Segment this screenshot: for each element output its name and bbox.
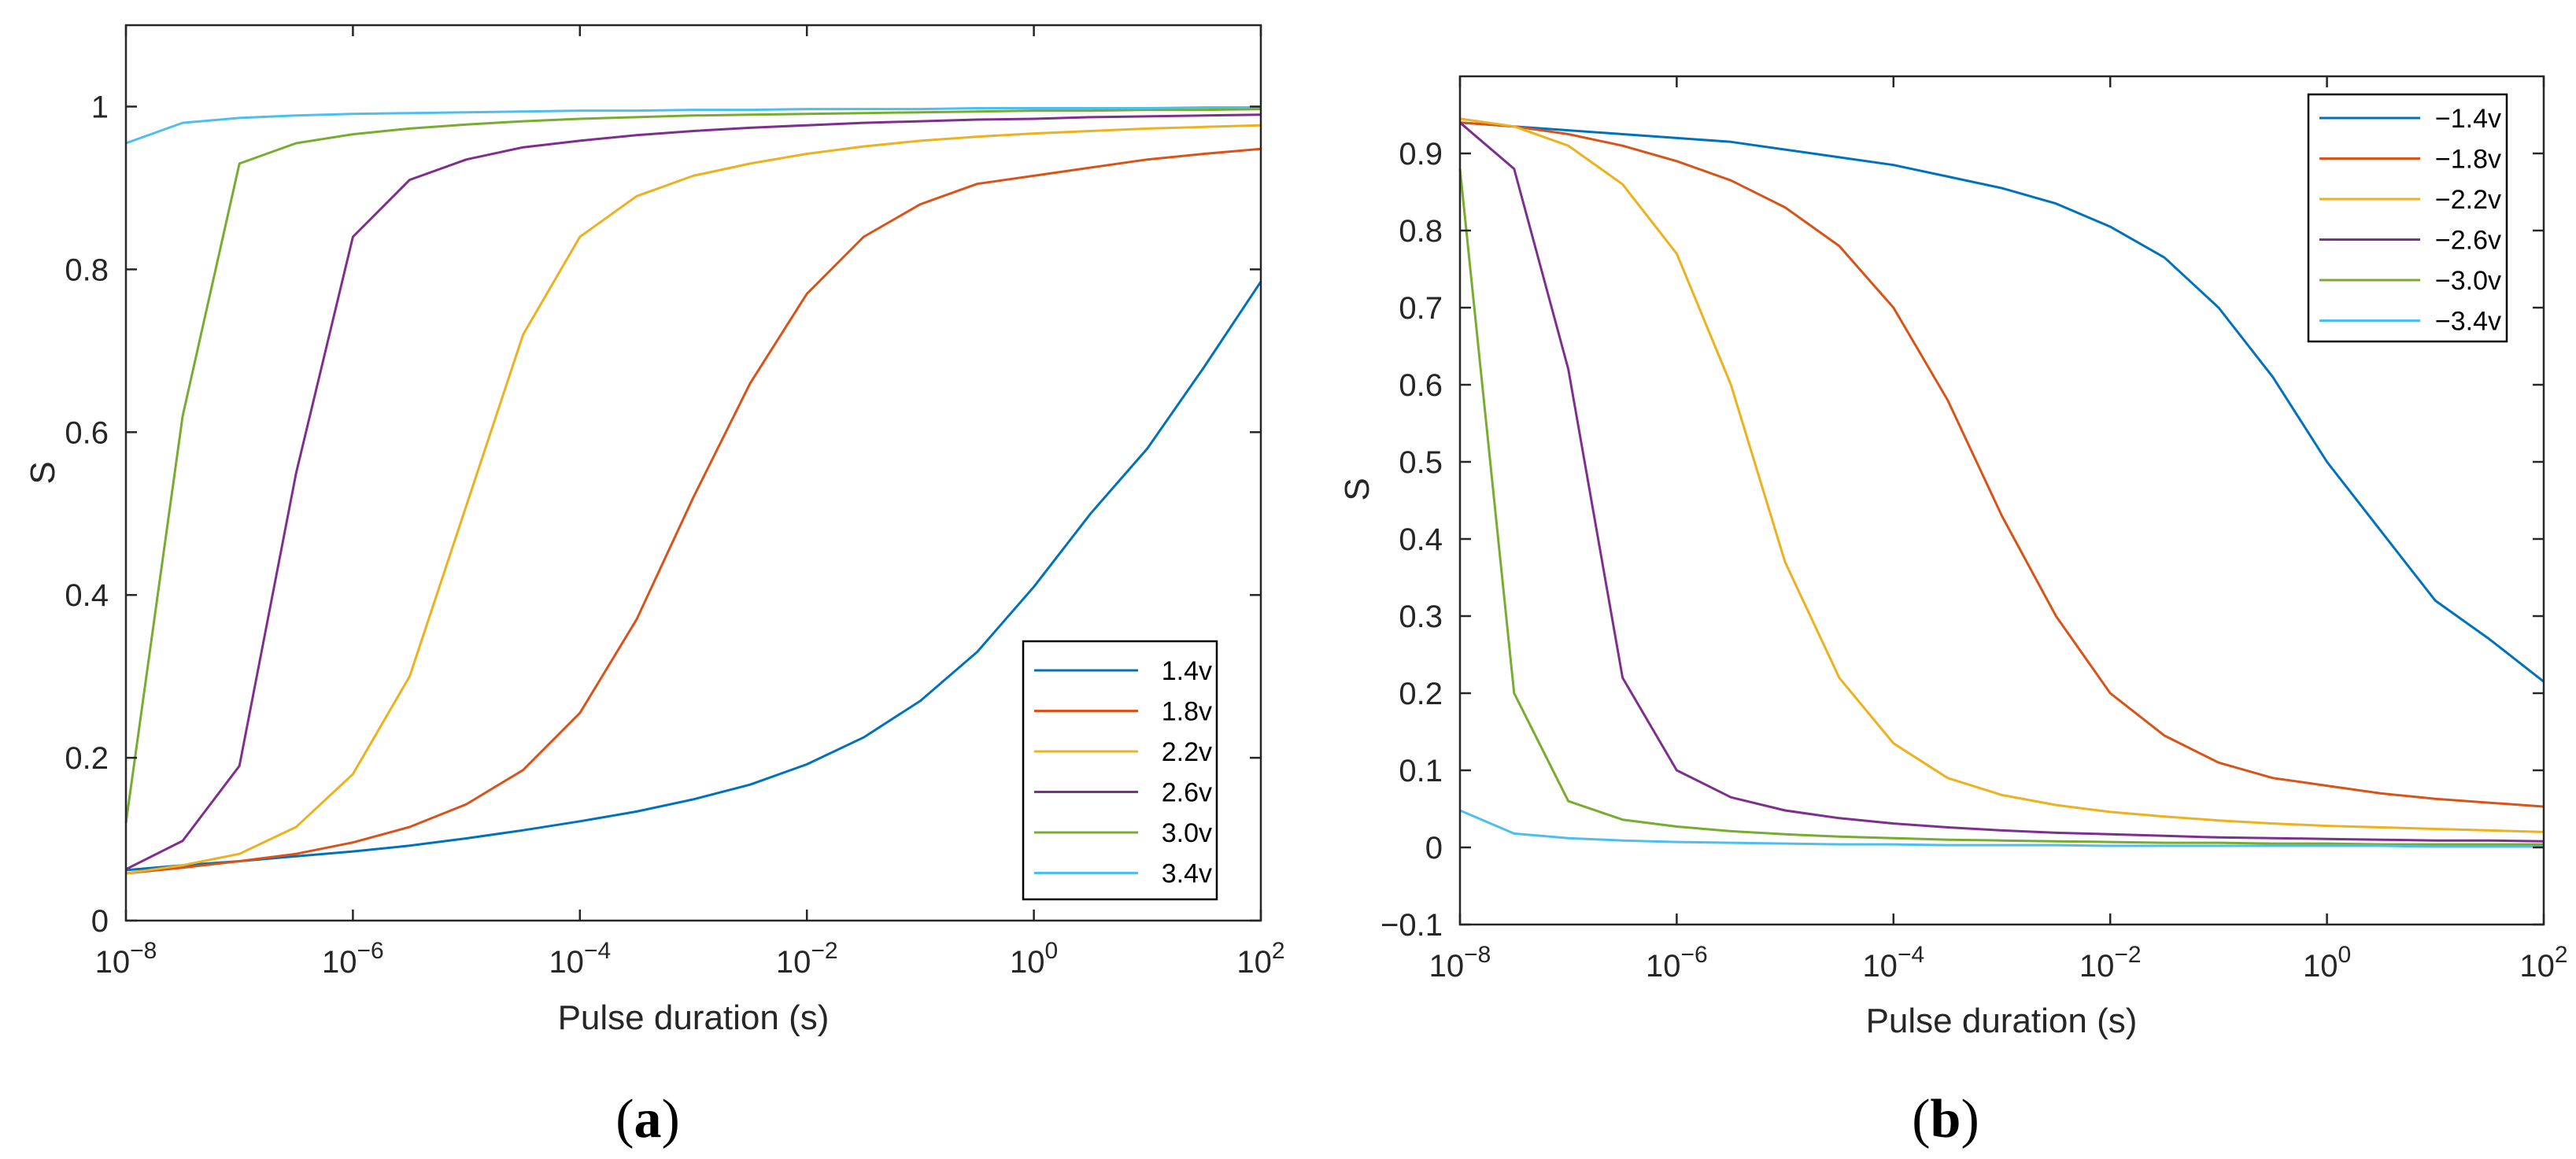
legend-label-a-0: 1.4v xyxy=(1162,656,1212,686)
y-tick-label-a-4: 0.8 xyxy=(65,253,109,287)
y-tick-label-b-9: 0.8 xyxy=(1399,214,1443,249)
axes-box-a xyxy=(124,24,1262,922)
legend-label-b-1: −1.8v xyxy=(2435,145,2501,175)
y-tick-label-a-0: 0 xyxy=(91,904,109,939)
x-tick-label-b-5: 102 xyxy=(2519,942,2567,984)
panel-label-b: (b) xyxy=(1912,1089,1979,1150)
legend-label-b-5: −3.4v xyxy=(2435,307,2501,337)
y-tick-label-b-7: 0.6 xyxy=(1399,368,1443,403)
series-line-a-0 xyxy=(125,281,1262,872)
series-line-a-5 xyxy=(125,106,1261,145)
legend-label-a-4: 3.0v xyxy=(1162,818,1212,848)
y-tick-label-b-5: 0.4 xyxy=(1399,522,1443,557)
x-tick-label-a-4: 100 xyxy=(1010,938,1058,980)
x-tick-label-a-3: 10−2 xyxy=(776,938,838,980)
x-axis-label-b: Pulse duration (s) xyxy=(1866,1002,2138,1040)
x-tick-label-b-2: 10−4 xyxy=(1862,942,1924,984)
x-tick-label-a-5: 102 xyxy=(1236,938,1284,980)
legend-label-a-1: 1.8v xyxy=(1162,697,1212,727)
y-tick-label-a-5: 1 xyxy=(91,90,109,124)
series-line-b-2 xyxy=(1459,117,2545,833)
x-tick-label-a-2: 10−4 xyxy=(549,938,611,980)
y-tick-label-b-8: 0.7 xyxy=(1399,291,1443,326)
y-tick-label-b-10: 0.9 xyxy=(1399,137,1443,172)
series-line-b-4 xyxy=(1458,168,2544,846)
legend-label-a-2: 2.2v xyxy=(1162,737,1212,767)
x-axis-label-a: Pulse duration (s) xyxy=(558,998,830,1037)
axes-box-b xyxy=(1458,75,2545,926)
legend-label-b-2: −2.2v xyxy=(2435,185,2501,215)
series-line-b-0 xyxy=(1459,121,2545,683)
chart-panel-b: 10−8 10−6 10−4 10−2 100 102 −0.1 0 0.1 0.2 0.3 0.4 0… xyxy=(1338,75,2568,1150)
legend-label-b-4: −3.0v xyxy=(2435,266,2501,296)
legend-label-b-0: −1.4v xyxy=(2435,104,2501,134)
plot-area-a xyxy=(124,106,1262,875)
y-tick-label-a-2: 0.4 xyxy=(65,578,109,613)
y-tick-label-b-1: 0 xyxy=(1425,831,1443,866)
plot-area-b xyxy=(1458,117,2545,848)
y-tick-label-a-3: 0.6 xyxy=(65,415,109,450)
y-tick-label-b-4: 0.3 xyxy=(1399,600,1443,634)
series-line-a-1 xyxy=(125,147,1262,875)
chart-panel-a: 10−8 10−6 10−4 10−2 100 102 0 0.2 0.4 0.6 0.8 1 S P… xyxy=(24,24,1285,1150)
series-line-b-5 xyxy=(1459,809,2544,848)
legend-label-a-5: 3.4v xyxy=(1162,859,1212,889)
x-tick-label-b-3: 10−2 xyxy=(2079,942,2142,984)
x-tick-label-b-4: 100 xyxy=(2303,942,2351,984)
axis-ticks-b: 10−8 10−6 10−4 10−2 100 102 −0.1 0 0.1 0.2 0.3 0.4 0… xyxy=(1380,76,2568,984)
legend-box-a xyxy=(1022,640,1218,901)
series-line-a-3 xyxy=(125,113,1262,871)
y-axis-label-a: S xyxy=(24,461,62,484)
legend-box-b xyxy=(2307,93,2508,343)
x-tick-label-b-1: 10−6 xyxy=(1646,942,1708,984)
y-tick-label-b-6: 0.5 xyxy=(1399,445,1443,480)
y-axis-label-b: S xyxy=(1338,478,1377,500)
legend-b: −1.4v −1.8v −2.2v −2.6v −3.0v −3.4v xyxy=(2307,93,2508,343)
series-line-b-1 xyxy=(1459,121,2545,808)
x-tick-label-a-0: 10−8 xyxy=(95,938,157,980)
legend-label-b-3: −2.6v xyxy=(2435,226,2501,256)
series-line-b-3 xyxy=(1459,121,2545,843)
legend-a: 1.4v 1.8v 2.2v 2.6v 3.0v 3.4v xyxy=(1022,640,1218,901)
y-tick-label-b-3: 0.2 xyxy=(1399,677,1443,711)
y-tick-label-b-0: −0.1 xyxy=(1380,908,1443,943)
x-tick-label-b-0: 10−8 xyxy=(1429,942,1491,984)
panel-label-a: (a) xyxy=(615,1089,680,1150)
y-tick-label-b-2: 0.1 xyxy=(1399,754,1443,788)
series-line-a-2 xyxy=(125,124,1262,875)
y-tick-label-a-1: 0.2 xyxy=(65,741,109,776)
x-tick-label-a-1: 10−6 xyxy=(322,938,384,980)
legend-label-a-3: 2.6v xyxy=(1162,778,1212,808)
series-line-a-4 xyxy=(124,108,1262,824)
axis-ticks-a: 10−8 10−6 10−4 10−2 100 102 0 0.2 0.4 0.6 0.8 1 xyxy=(65,25,1285,980)
